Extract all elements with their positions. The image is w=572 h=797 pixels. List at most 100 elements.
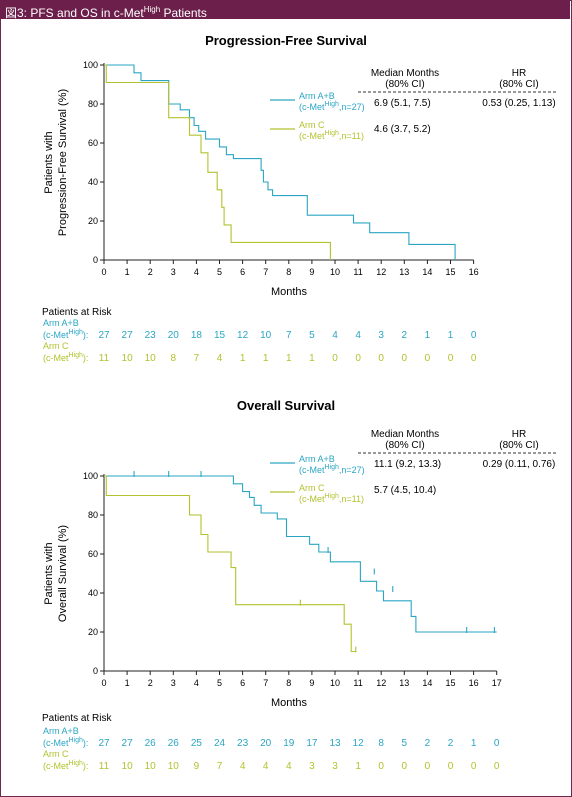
risk-count: 10 bbox=[260, 330, 272, 341]
risk-count: 11 bbox=[99, 353, 110, 364]
x-tick-label: 15 bbox=[445, 678, 455, 688]
risk-count: 7 bbox=[217, 761, 223, 772]
x-tick-label: 1 bbox=[125, 267, 130, 277]
median-arm-ab: 6.9 (5.1, 7.5) bbox=[374, 98, 431, 109]
risk-row-sublabel: (c-MetHigh): bbox=[43, 329, 88, 340]
risk-count: 0 bbox=[448, 353, 454, 364]
y-axis-label-line1: Patients with bbox=[43, 542, 55, 604]
risk-count: 0 bbox=[425, 761, 431, 772]
risk-count: 10 bbox=[122, 761, 134, 772]
series-line-arm-c bbox=[104, 64, 331, 260]
figure-label: 図3: PFS and OS in c-Met bbox=[5, 6, 144, 20]
table-col1-head2: (80% CI) bbox=[385, 79, 424, 90]
x-tick-label: 7 bbox=[263, 678, 268, 688]
risk-count: 26 bbox=[145, 738, 157, 749]
risk-count: 0 bbox=[378, 353, 384, 364]
risk-row-label: Arm C bbox=[43, 749, 69, 759]
y-axis-label-line1: Patients with bbox=[43, 131, 55, 193]
legend-label-arm-c: Arm C bbox=[299, 483, 325, 493]
risk-count: 26 bbox=[168, 738, 180, 749]
risk-count: 15 bbox=[214, 330, 226, 341]
y-tick-label: 80 bbox=[88, 99, 98, 109]
x-tick-label: 6 bbox=[240, 267, 245, 277]
table-col2-head2: (80% CI) bbox=[499, 440, 538, 451]
risk-count: 1 bbox=[309, 353, 315, 364]
legend-label-arm-c: Arm C bbox=[299, 120, 325, 130]
table-col2-head1: HR bbox=[512, 68, 526, 79]
risk-count: 23 bbox=[237, 738, 249, 749]
hazard-ratio: 0.29 (0.11, 0.76) bbox=[483, 459, 556, 470]
chart-title: Overall Survival bbox=[237, 398, 335, 413]
x-tick-label: 7 bbox=[263, 267, 268, 277]
risk-count: 4 bbox=[286, 761, 292, 772]
x-tick-label: 16 bbox=[469, 678, 479, 688]
y-tick-label: 100 bbox=[83, 60, 98, 70]
x-tick-label: 4 bbox=[194, 267, 199, 277]
risk-count: 1 bbox=[471, 738, 477, 749]
risk-count: 1 bbox=[355, 761, 361, 772]
table-col1-head2: (80% CI) bbox=[385, 440, 424, 451]
risk-count: 3 bbox=[309, 761, 315, 772]
x-tick-label: 8 bbox=[286, 678, 291, 688]
median-arm-c: 4.6 (3.7, 5.2) bbox=[374, 124, 431, 135]
risk-count: 3 bbox=[378, 330, 384, 341]
risk-count: 0 bbox=[471, 761, 477, 772]
risk-count: 1 bbox=[263, 353, 269, 364]
x-tick-label: 2 bbox=[148, 678, 153, 688]
figure-label-sup: High bbox=[143, 5, 161, 14]
series-line-arm-ab bbox=[104, 475, 497, 633]
y-tick-label: 60 bbox=[88, 549, 98, 559]
y-tick-label: 20 bbox=[88, 216, 98, 226]
risk-row-sublabel: (c-MetHigh): bbox=[43, 737, 88, 748]
x-tick-label: 3 bbox=[171, 267, 176, 277]
x-tick-label: 0 bbox=[101, 267, 106, 277]
risk-count: 7 bbox=[286, 330, 292, 341]
x-tick-label: 13 bbox=[399, 267, 409, 277]
risk-count: 4 bbox=[240, 761, 246, 772]
risk-count: 17 bbox=[306, 738, 318, 749]
x-tick-label: 5 bbox=[217, 267, 222, 277]
legend-sublabel: (c-MetHigh,n=27) bbox=[299, 464, 365, 475]
x-tick-label: 8 bbox=[286, 267, 291, 277]
x-tick-label: 14 bbox=[422, 267, 432, 277]
x-tick-label: 1 bbox=[125, 678, 130, 688]
table-col1-head1: Median Months bbox=[371, 68, 439, 79]
x-axis-label: Months bbox=[271, 286, 308, 298]
median-arm-ab: 11.1 (9.2, 13.3) bbox=[374, 459, 441, 470]
x-tick-label: 0 bbox=[101, 678, 106, 688]
risk-count: 0 bbox=[402, 761, 408, 772]
risk-row-sublabel: (c-MetHigh): bbox=[43, 352, 88, 363]
x-tick-label: 4 bbox=[194, 678, 199, 688]
legend-sublabel: (c-MetHigh,n=11) bbox=[299, 493, 364, 504]
y-tick-label: 60 bbox=[88, 138, 98, 148]
x-tick-label: 12 bbox=[376, 267, 386, 277]
risk-count: 5 bbox=[309, 330, 315, 341]
x-tick-label: 2 bbox=[148, 267, 153, 277]
risk-count: 5 bbox=[402, 738, 408, 749]
x-tick-label: 11 bbox=[353, 267, 362, 277]
series-line-arm-c bbox=[104, 475, 356, 653]
x-tick-label: 15 bbox=[445, 267, 455, 277]
x-axis-label: Months bbox=[271, 697, 308, 709]
risk-count: 0 bbox=[494, 738, 500, 749]
risk-count: 20 bbox=[260, 738, 272, 749]
y-tick-label: 0 bbox=[93, 666, 98, 676]
risk-count: 0 bbox=[494, 761, 500, 772]
risk-count: 12 bbox=[237, 330, 249, 341]
risk-count: 10 bbox=[145, 353, 157, 364]
risk-count: 27 bbox=[122, 330, 134, 341]
y-tick-label: 20 bbox=[88, 627, 98, 637]
chart-title: Progression-Free Survival bbox=[205, 33, 367, 48]
risk-count: 0 bbox=[471, 353, 477, 364]
risk-count: 10 bbox=[122, 353, 134, 364]
series-line-arm-ab bbox=[104, 64, 456, 260]
risk-count: 2 bbox=[448, 738, 454, 749]
risk-count: 2 bbox=[402, 330, 408, 341]
risk-count: 27 bbox=[122, 738, 134, 749]
x-tick-label: 10 bbox=[330, 678, 340, 688]
x-tick-label: 14 bbox=[422, 678, 432, 688]
risk-count: 19 bbox=[283, 738, 295, 749]
x-tick-label: 5 bbox=[217, 678, 222, 688]
x-tick-label: 9 bbox=[309, 267, 314, 277]
x-tick-label: 3 bbox=[171, 678, 176, 688]
